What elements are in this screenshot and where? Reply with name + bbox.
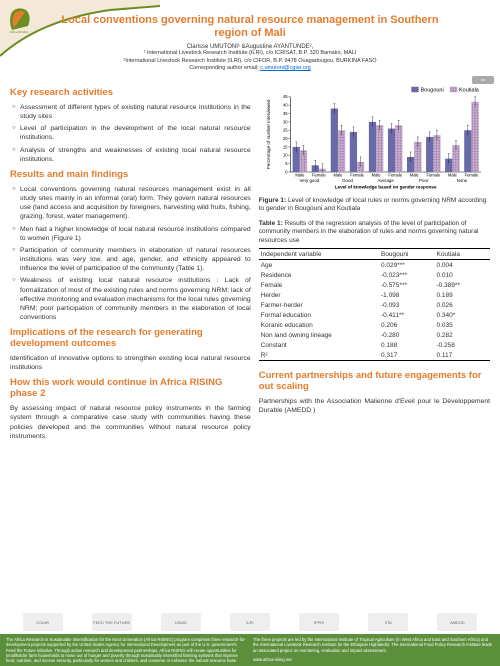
footer-green-bar: The Africa Research in Sustainable Inten…: [0, 634, 500, 666]
footer: CGIAR FEED THE FUTURE USAID ILRI IFPRI I…: [0, 610, 500, 666]
list-item: Local conventions governing natural reso…: [10, 185, 251, 222]
right-column: 0 5 10 15 20 25 30 35 40 45 Percentage of number i…: [259, 82, 490, 606]
svg-text:15: 15: [283, 144, 288, 149]
heading-implications: Implications of the research for generat…: [10, 328, 251, 350]
svg-text:Poor: Poor: [419, 178, 429, 183]
svg-text:35: 35: [283, 111, 288, 116]
svg-text:Average: Average: [377, 178, 394, 183]
footer-text-left: The Africa Research in Sustainable Inten…: [6, 637, 247, 663]
heading-key-research: Key research activities: [10, 88, 251, 99]
poster-title: Local conventions governing natural reso…: [60, 14, 440, 40]
implications-text: Identification of innovative options to …: [10, 354, 251, 372]
svg-text:Female: Female: [426, 173, 440, 178]
logo-cgiar: CGIAR: [23, 613, 63, 631]
svg-text:0: 0: [285, 169, 288, 174]
list-item: Analysis of strengths and weaknesses of …: [10, 146, 251, 164]
svg-text:Male: Male: [333, 173, 343, 178]
svg-text:Very good: Very good: [299, 178, 319, 183]
list-item: Participation of community members in el…: [10, 246, 251, 274]
table-1-caption: Table 1: Results of the regression analy…: [259, 220, 490, 245]
heading-continue: How this work would continue in Africa R…: [10, 378, 251, 400]
svg-text:Level of knowledge based on ge: Level of knowledge based on gender respo…: [334, 185, 436, 190]
logo-iita: IITA: [368, 613, 408, 631]
svg-text:Male: Male: [448, 173, 458, 178]
svg-text:Good: Good: [342, 178, 353, 183]
svg-text:20: 20: [283, 136, 288, 141]
list-item: Weakness of existing local natural resou…: [10, 276, 251, 322]
continue-text: By assessing impact of natural resource …: [10, 404, 251, 441]
svg-text:30: 30: [283, 119, 288, 124]
heading-partnerships: Current partnerships and future engageme…: [259, 371, 490, 393]
left-column: Key research activities Assessment of di…: [10, 82, 251, 606]
svg-text:Female: Female: [464, 173, 478, 178]
regression-table: Independent variableBougouniKoutialaAge0…: [259, 248, 490, 361]
svg-text:Male: Male: [295, 173, 305, 178]
list-item: Men had a higher knowledge of local natu…: [10, 225, 251, 243]
heading-results: Results and main findings: [10, 170, 251, 181]
title-block: Local conventions governing natural reso…: [0, 14, 500, 72]
footer-text-right: The three projects are led by the Intern…: [253, 637, 494, 663]
svg-text:25: 25: [283, 128, 288, 133]
figure-1-caption: Figure 1: Level of knowledge of local ru…: [259, 197, 490, 214]
svg-text:10: 10: [283, 153, 288, 158]
logo-usaid: USAID: [161, 613, 201, 631]
logo-ifpri: IFPRI: [299, 613, 339, 631]
footer-url: www.africa-rising.net: [253, 657, 494, 662]
list-item: Assessment of different types of existin…: [10, 103, 251, 121]
affiliation-1: ¹ International Livestock Research Insti…: [60, 50, 440, 57]
svg-text:Percentage of number interview: Percentage of number interviewed: [266, 99, 271, 169]
logo-amedd: AMEDD: [437, 613, 477, 631]
svg-text:None: None: [456, 178, 467, 183]
body-area: Key research activities Assessment of di…: [10, 82, 490, 606]
logo-feedthefuture: FEED THE FUTURE: [92, 613, 132, 631]
svg-text:Female: Female: [350, 173, 364, 178]
svg-text:Male: Male: [409, 173, 419, 178]
svg-text:Koutiala: Koutiala: [459, 87, 480, 93]
svg-text:45: 45: [283, 94, 288, 99]
svg-text:Male: Male: [371, 173, 381, 178]
svg-text:Bougouni: Bougouni: [420, 87, 443, 93]
logo-ilri: ILRI: [230, 613, 270, 631]
svg-text:Female: Female: [388, 173, 402, 178]
svg-text:5: 5: [285, 161, 288, 166]
list-item: Level of participation in the developmen…: [10, 124, 251, 142]
results-list: Local conventions governing natural reso…: [10, 185, 251, 322]
corresponding-author: Corresponding author email: c.umutoni@cg…: [60, 65, 440, 72]
svg-text:Female: Female: [312, 173, 326, 178]
partnerships-text: Partnerships with the Association Malien…: [259, 397, 490, 415]
corresponding-email-link[interactable]: c.umutoni@cgiar.org: [260, 65, 311, 71]
figure-1-chart: 0 5 10 15 20 25 30 35 40 45 Percentage of number i…: [259, 84, 490, 194]
footer-logo-row: CGIAR FEED THE FUTURE USAID ILRI IFPRI I…: [0, 610, 500, 634]
bar-chart-svg: 0 5 10 15 20 25 30 35 40 45 Percentage of number i…: [259, 84, 490, 194]
affiliation-2: ²International Livestock Research Instit…: [60, 58, 440, 65]
key-research-list: Assessment of different types of existin…: [10, 103, 251, 164]
svg-text:40: 40: [283, 103, 288, 108]
